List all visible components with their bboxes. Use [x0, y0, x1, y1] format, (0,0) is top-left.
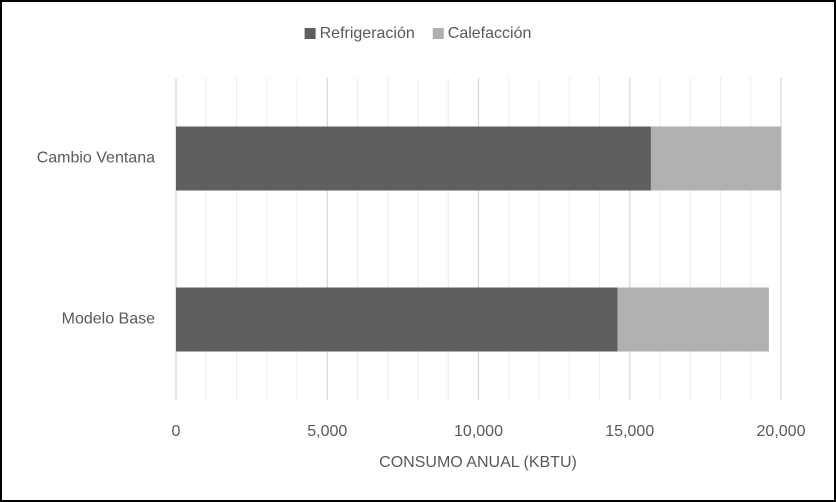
y-tick-label: Cambio Ventana	[37, 150, 155, 167]
x-tick-label: 10,000	[454, 423, 503, 440]
x-tick-label: 20,000	[757, 423, 806, 440]
legend-label: Refrigeración	[320, 25, 415, 42]
x-tick-label: 0	[172, 423, 181, 440]
legend-label: Calefacción	[448, 25, 532, 42]
x-tick-label: 15,000	[605, 423, 654, 440]
bar-segment	[176, 287, 618, 352]
bar-segment	[617, 287, 769, 352]
x-axis-title: CONSUMO ANUAL (KBTU)	[379, 454, 577, 471]
x-tick-label: 5,000	[307, 423, 347, 440]
legend-swatch	[432, 28, 444, 39]
legend-swatch	[304, 28, 316, 39]
bar-segment	[176, 126, 651, 191]
y-tick-label: Modelo Base	[62, 311, 155, 328]
bar-segment	[650, 126, 781, 191]
